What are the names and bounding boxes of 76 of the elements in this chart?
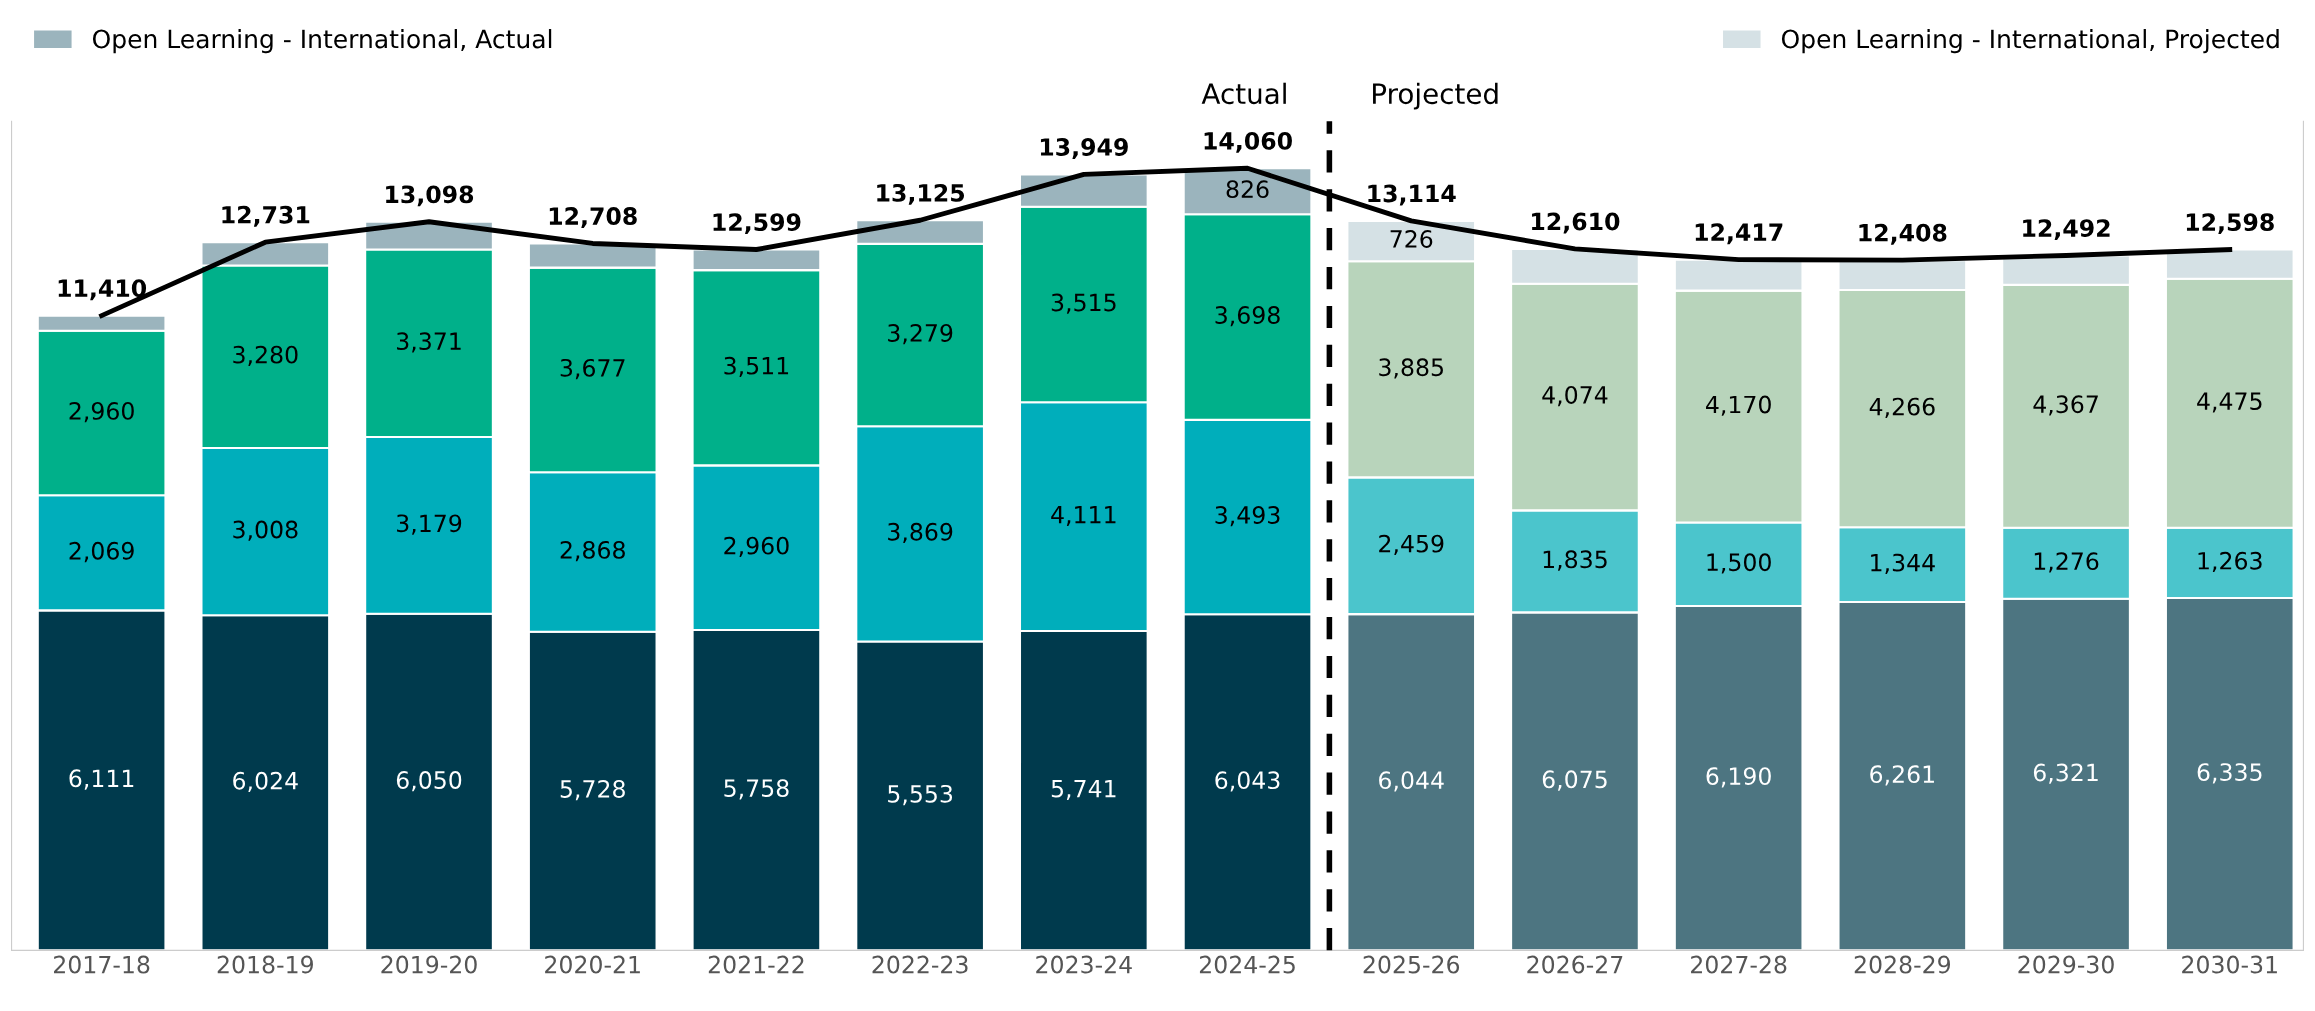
- data-label: 4,266: [1869, 397, 1935, 418]
- data-label: 2,868: [560, 540, 625, 562]
- annotation: Actual: [1201, 82, 1286, 105]
- data-label: 12,708: [549, 207, 637, 228]
- data-label: 2,069: [69, 541, 134, 563]
- data-label: 826: [1226, 180, 1269, 199]
- data-label: 13,125: [877, 183, 965, 205]
- data-label: 13,949: [1040, 138, 1128, 159]
- data-label: 6,075: [1542, 770, 1607, 791]
- data-label: 4,074: [1542, 386, 1608, 407]
- data-label: 12,598: [2186, 213, 2274, 235]
- x-tick-label: 2018-19: [217, 955, 313, 974]
- x-tick-label: 2017-18: [54, 955, 150, 974]
- data-label: 1,263: [2198, 551, 2262, 573]
- data-label: 3,511: [724, 356, 789, 378]
- data-label: 3,677: [560, 358, 625, 380]
- data-label: 6,321: [2033, 763, 2098, 784]
- x-tick-label: 2023-24: [1036, 955, 1132, 974]
- data-label: 3,371: [397, 332, 461, 353]
- x-tick-label: 2020-21: [545, 955, 640, 974]
- x-tick-label: 2021-22: [708, 955, 804, 974]
- data-label: 4,170: [1706, 395, 1771, 416]
- data-label: 13,098: [386, 185, 474, 207]
- data-label: 3,179: [397, 514, 462, 535]
- x-tick-label: 2019-20: [381, 955, 477, 974]
- data-label: 3,515: [1051, 293, 1116, 314]
- data-label: 12,599: [713, 213, 801, 235]
- data-label: 4,111: [1051, 505, 1116, 526]
- data-label: 1,344: [1871, 553, 1935, 574]
- x-tick-label: 2030-31: [2182, 955, 2277, 974]
- data-label: 6,050: [396, 771, 462, 792]
- data-label: 5,741: [1051, 779, 1116, 800]
- data-label: 3,493: [1215, 506, 1280, 527]
- data-label: 5,758: [724, 779, 789, 800]
- x-tick-label: 2026-27: [1527, 955, 1623, 974]
- data-label: 1,835: [1543, 550, 1607, 571]
- data-label: 5,728: [560, 780, 625, 801]
- data-label: 4,367: [2033, 395, 2098, 416]
- legend-label: Open Learning - International, Actual: [92, 29, 552, 54]
- data-label: 12,610: [1532, 212, 1620, 234]
- data-label: 3,008: [233, 520, 298, 541]
- x-tick-label: 2028-29: [1854, 955, 1951, 974]
- data-label: 2,459: [1379, 534, 1444, 556]
- data-label: 6,261: [1870, 765, 1934, 786]
- data-label: 12,731: [222, 205, 310, 227]
- data-label: 1,500: [1707, 553, 1771, 574]
- data-label: 3,869: [888, 522, 953, 544]
- x-tick-label: 2029-30: [2018, 955, 2114, 974]
- data-label: 3,698: [1215, 306, 1280, 327]
- legend-label: Open Learning - International, Projected: [1781, 29, 2279, 54]
- data-label: 6,111: [69, 769, 134, 790]
- data-label: 6,024: [233, 771, 298, 793]
- data-label: 5,553: [888, 784, 953, 806]
- data-label: 6,190: [1706, 767, 1771, 788]
- data-label: 3,279: [888, 324, 953, 345]
- data-label: 2,960: [724, 536, 789, 557]
- x-tick-label: 2024-25: [1199, 955, 1295, 974]
- data-label: 12,408: [1859, 223, 1947, 245]
- data-label: 13,114: [1368, 184, 1456, 206]
- data-label: 6,044: [1379, 771, 1444, 792]
- data-label: 6,043: [1215, 771, 1280, 792]
- x-tick-label: 2027-28: [1691, 955, 1787, 974]
- data-label: 12,492: [2023, 219, 2110, 240]
- data-label: 11,410: [58, 279, 147, 301]
- annotation: Projected: [1373, 82, 1498, 110]
- data-label: 1,276: [2034, 552, 2099, 573]
- x-tick-label: 2022-23: [872, 955, 968, 974]
- data-label: 3,280: [233, 345, 298, 366]
- x-tick-label: 2025-26: [1363, 955, 1460, 974]
- data-label: 2,960: [69, 401, 134, 423]
- data-label: 3,885: [1379, 358, 1443, 379]
- data-label: 14,060: [1204, 131, 1292, 153]
- data-label: 4,475: [2197, 392, 2262, 413]
- data-label: 12,417: [1695, 223, 1783, 245]
- data-label: 726: [1390, 230, 1433, 248]
- data-label: 6,335: [2197, 763, 2262, 784]
